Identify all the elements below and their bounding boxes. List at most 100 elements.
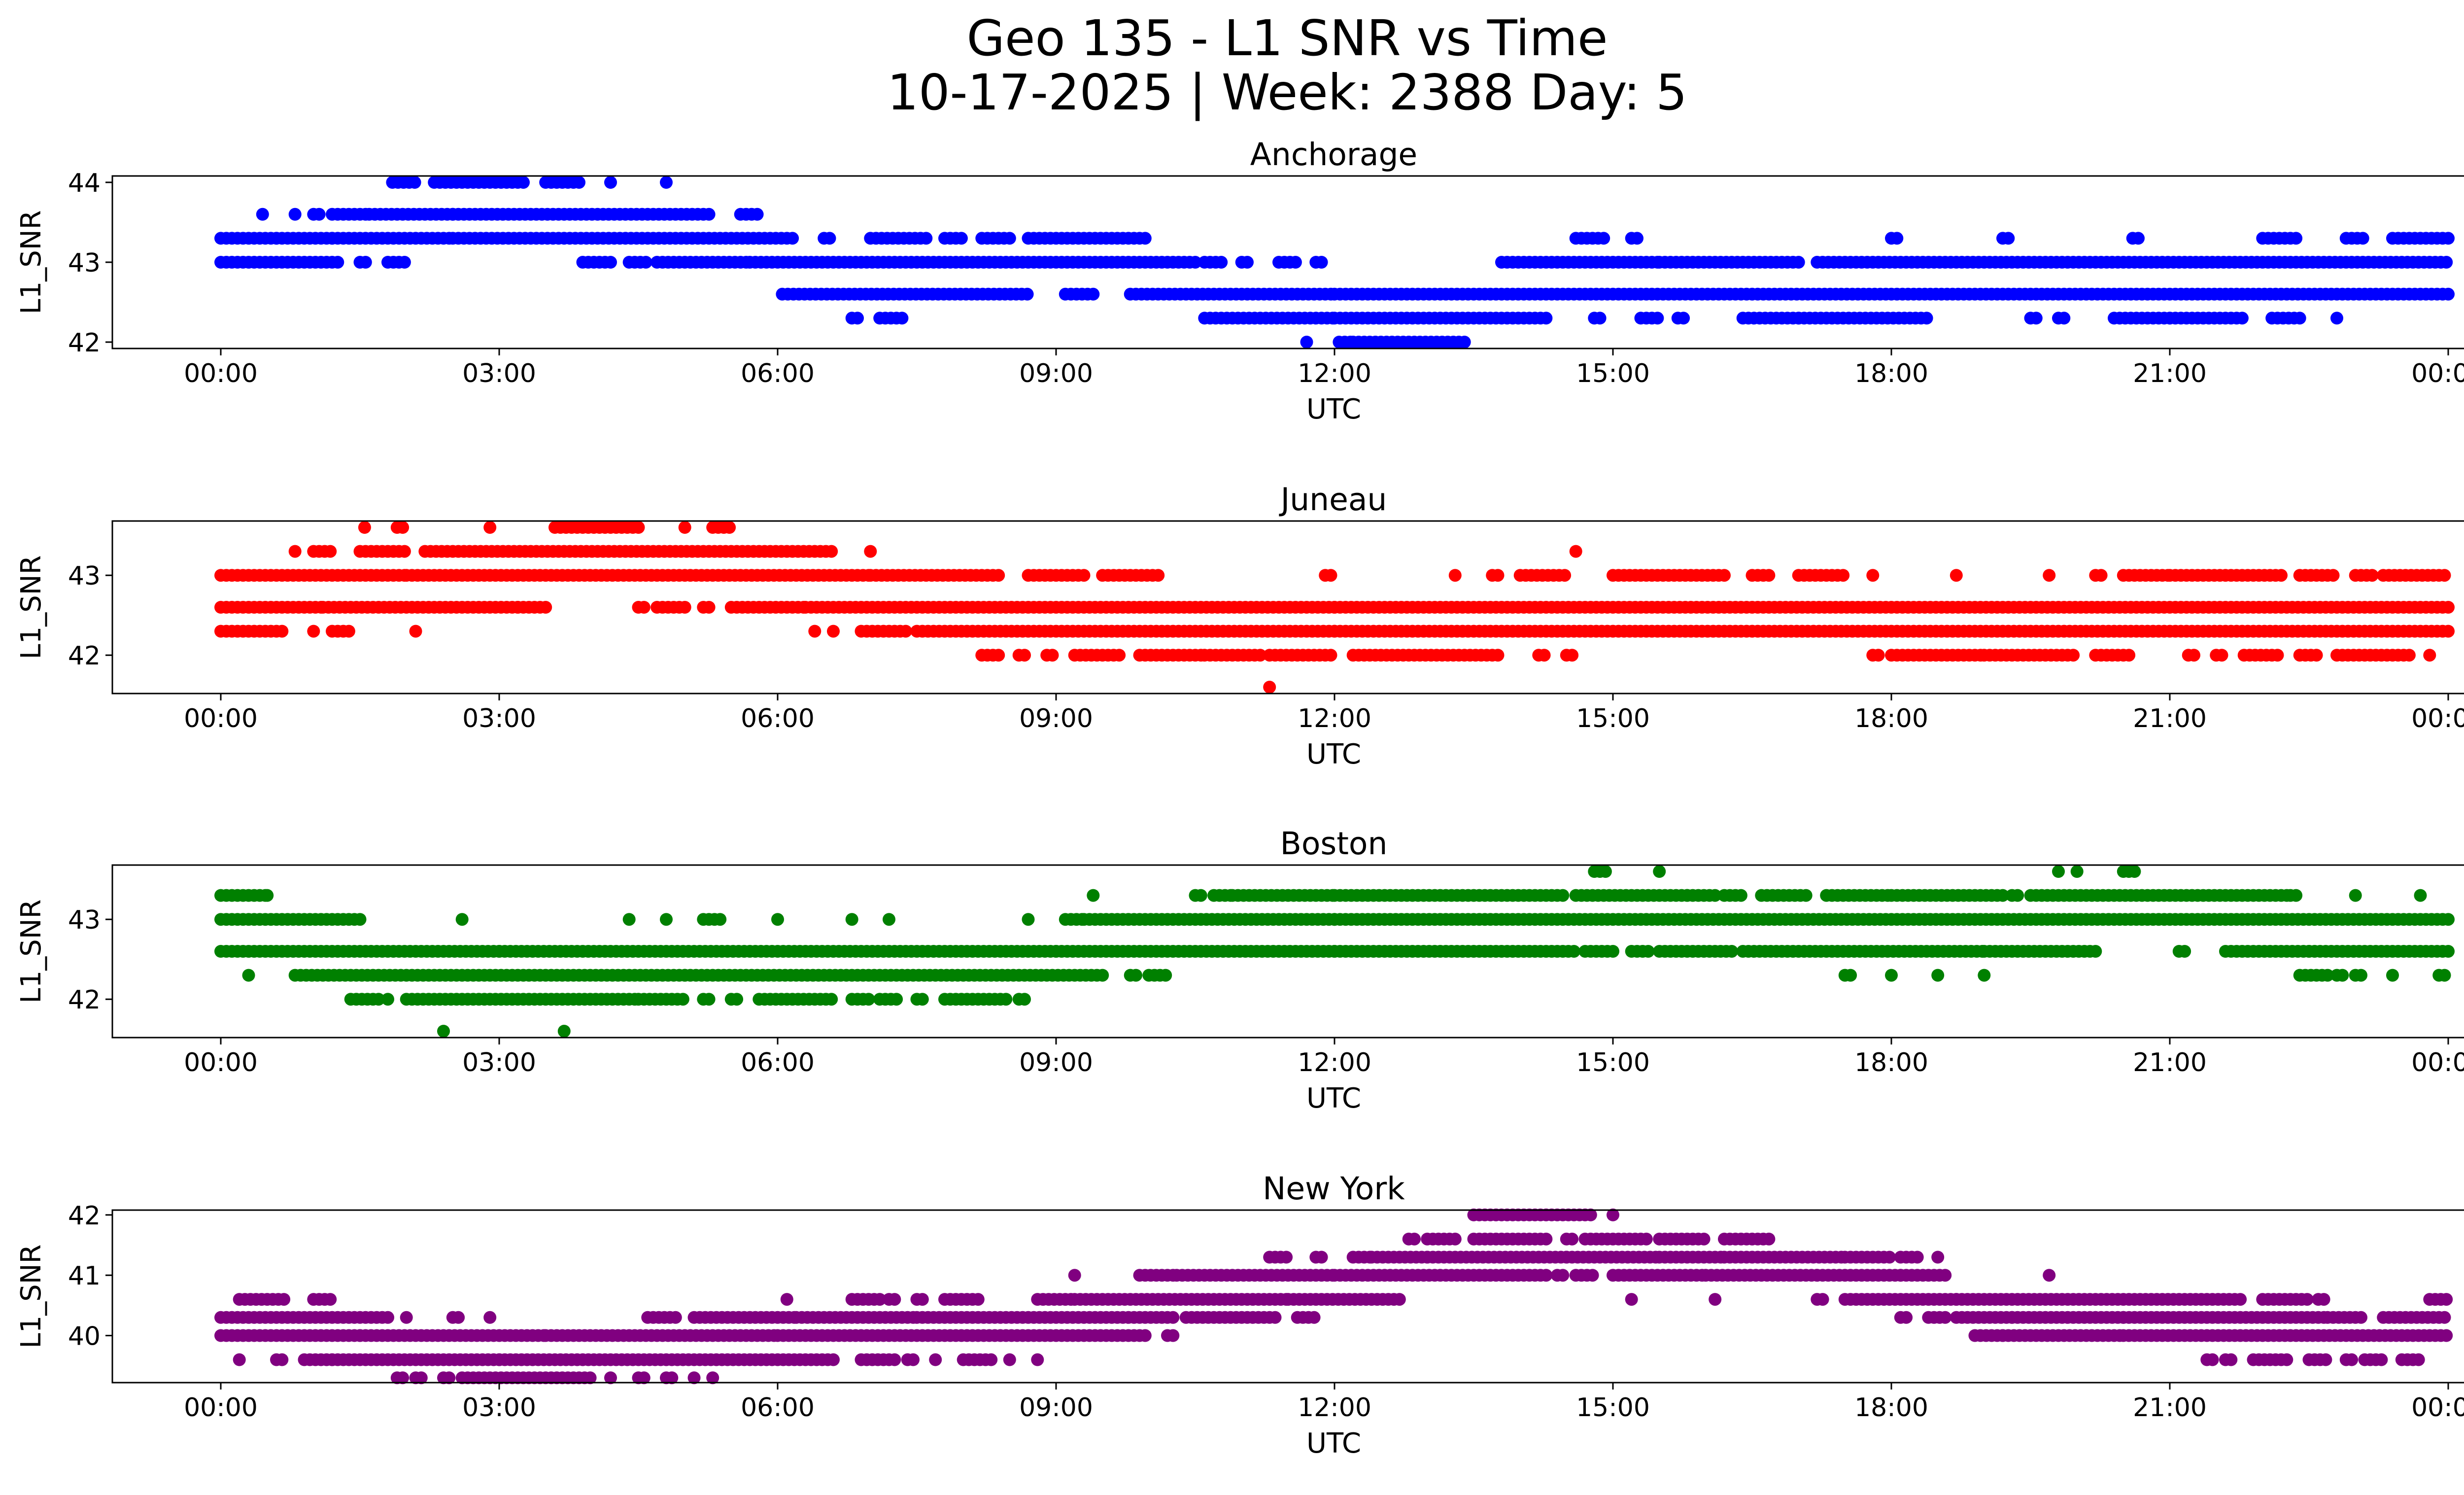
- data-point: [2336, 969, 2349, 982]
- x-tick-label: 09:00: [1019, 359, 1093, 388]
- data-point: [771, 913, 784, 926]
- x-tick-label: 12:00: [1298, 359, 1371, 388]
- data-point: [920, 232, 933, 245]
- data-point: [1315, 256, 1328, 269]
- data-point: [2321, 969, 2334, 982]
- data-point: [1538, 649, 1551, 662]
- data-point: [2412, 1353, 2425, 1366]
- y-tick-label: 42: [68, 985, 101, 1015]
- data-point: [1540, 1269, 1553, 1282]
- data-point: [955, 232, 968, 245]
- data-point: [324, 545, 337, 558]
- data-point: [288, 208, 302, 221]
- data-point: [2317, 1293, 2330, 1306]
- data-point: [637, 1371, 650, 1385]
- series-anchorage: [214, 176, 2455, 348]
- data-point: [1866, 569, 1880, 582]
- data-point: [1280, 1251, 1293, 1264]
- series-juneau: [214, 521, 2455, 694]
- data-point: [1762, 1232, 1776, 1246]
- data-point: [353, 913, 367, 926]
- figure-subtitle: 10-17-2025 | Week: 2388 Day: 5: [887, 64, 1687, 121]
- data-point: [1458, 336, 1471, 348]
- data-point: [706, 1371, 719, 1385]
- y-tick-label: 43: [68, 905, 101, 935]
- data-point: [331, 256, 344, 269]
- data-point: [1883, 1251, 1896, 1264]
- x-axis-label: UTC: [1306, 393, 1361, 425]
- data-point: [277, 1293, 291, 1306]
- data-point: [1129, 969, 1142, 982]
- data-point: [1215, 256, 1228, 269]
- data-point: [2029, 312, 2043, 325]
- data-point: [312, 208, 326, 221]
- x-tick-label: 21:00: [2133, 1393, 2207, 1423]
- data-point: [517, 176, 530, 189]
- data-point: [2386, 969, 2399, 982]
- data-point: [637, 601, 650, 614]
- x-tick-label: 00:00: [184, 1048, 258, 1078]
- data-point: [1709, 1293, 1722, 1306]
- y-axis-label: L1_SNR: [15, 899, 47, 1003]
- data-point: [1307, 1311, 1321, 1324]
- data-point: [2188, 649, 2200, 662]
- data-point: [1939, 1311, 1952, 1324]
- data-point: [381, 1311, 394, 1324]
- data-point: [396, 521, 410, 534]
- data-point: [899, 625, 912, 638]
- data-point: [1046, 649, 1059, 662]
- data-point: [825, 545, 838, 558]
- x-tick-label: 18:00: [1854, 359, 1928, 388]
- data-point: [751, 208, 764, 221]
- data-point: [1241, 256, 1254, 269]
- data-point: [916, 993, 929, 1006]
- data-point: [827, 625, 840, 638]
- data-point: [890, 993, 903, 1006]
- data-point: [2290, 889, 2303, 902]
- data-point: [342, 625, 355, 638]
- data-point: [2206, 1353, 2219, 1366]
- data-point: [256, 208, 269, 221]
- data-point: [1593, 312, 1607, 325]
- data-point: [808, 625, 821, 638]
- data-point: [1931, 969, 1945, 982]
- data-point: [557, 1025, 571, 1038]
- data-point: [2330, 312, 2343, 325]
- x-tick-label: 00:00: [184, 704, 258, 733]
- data-point: [2440, 256, 2453, 269]
- data-point: [288, 545, 302, 558]
- data-point: [730, 993, 744, 1006]
- data-point: [396, 1371, 410, 1385]
- data-point: [1640, 1232, 1653, 1246]
- data-point: [2275, 569, 2288, 582]
- data-point: [1138, 232, 1152, 245]
- data-point: [2375, 1353, 2388, 1366]
- data-point: [2438, 569, 2451, 582]
- x-tick-label: 00:00: [2411, 1393, 2464, 1423]
- data-point: [1642, 945, 1655, 958]
- data-point: [888, 1293, 901, 1306]
- data-point: [398, 545, 411, 558]
- data-point: [702, 601, 716, 614]
- x-tick-label: 06:00: [741, 359, 815, 388]
- data-point: [583, 1371, 597, 1385]
- x-tick-label: 15:00: [1576, 359, 1650, 388]
- data-point: [2440, 1329, 2453, 1342]
- data-point: [862, 993, 875, 1006]
- x-axis-label: UTC: [1306, 1427, 1361, 1460]
- panel-title-boston: Boston: [1280, 826, 1388, 862]
- x-tick-label: 03:00: [462, 1048, 536, 1078]
- data-point: [1844, 969, 1857, 982]
- data-point: [443, 1371, 456, 1385]
- data-point: [414, 1371, 428, 1385]
- data-point: [1491, 569, 1505, 582]
- data-point: [2402, 649, 2416, 662]
- data-point: [665, 1371, 679, 1385]
- y-tick-label: 41: [68, 1261, 101, 1291]
- data-point: [2089, 945, 2102, 958]
- data-point: [604, 176, 617, 189]
- data-point: [2002, 232, 2015, 245]
- data-point: [2423, 649, 2436, 662]
- data-point: [2094, 569, 2108, 582]
- data-point: [1597, 232, 1610, 245]
